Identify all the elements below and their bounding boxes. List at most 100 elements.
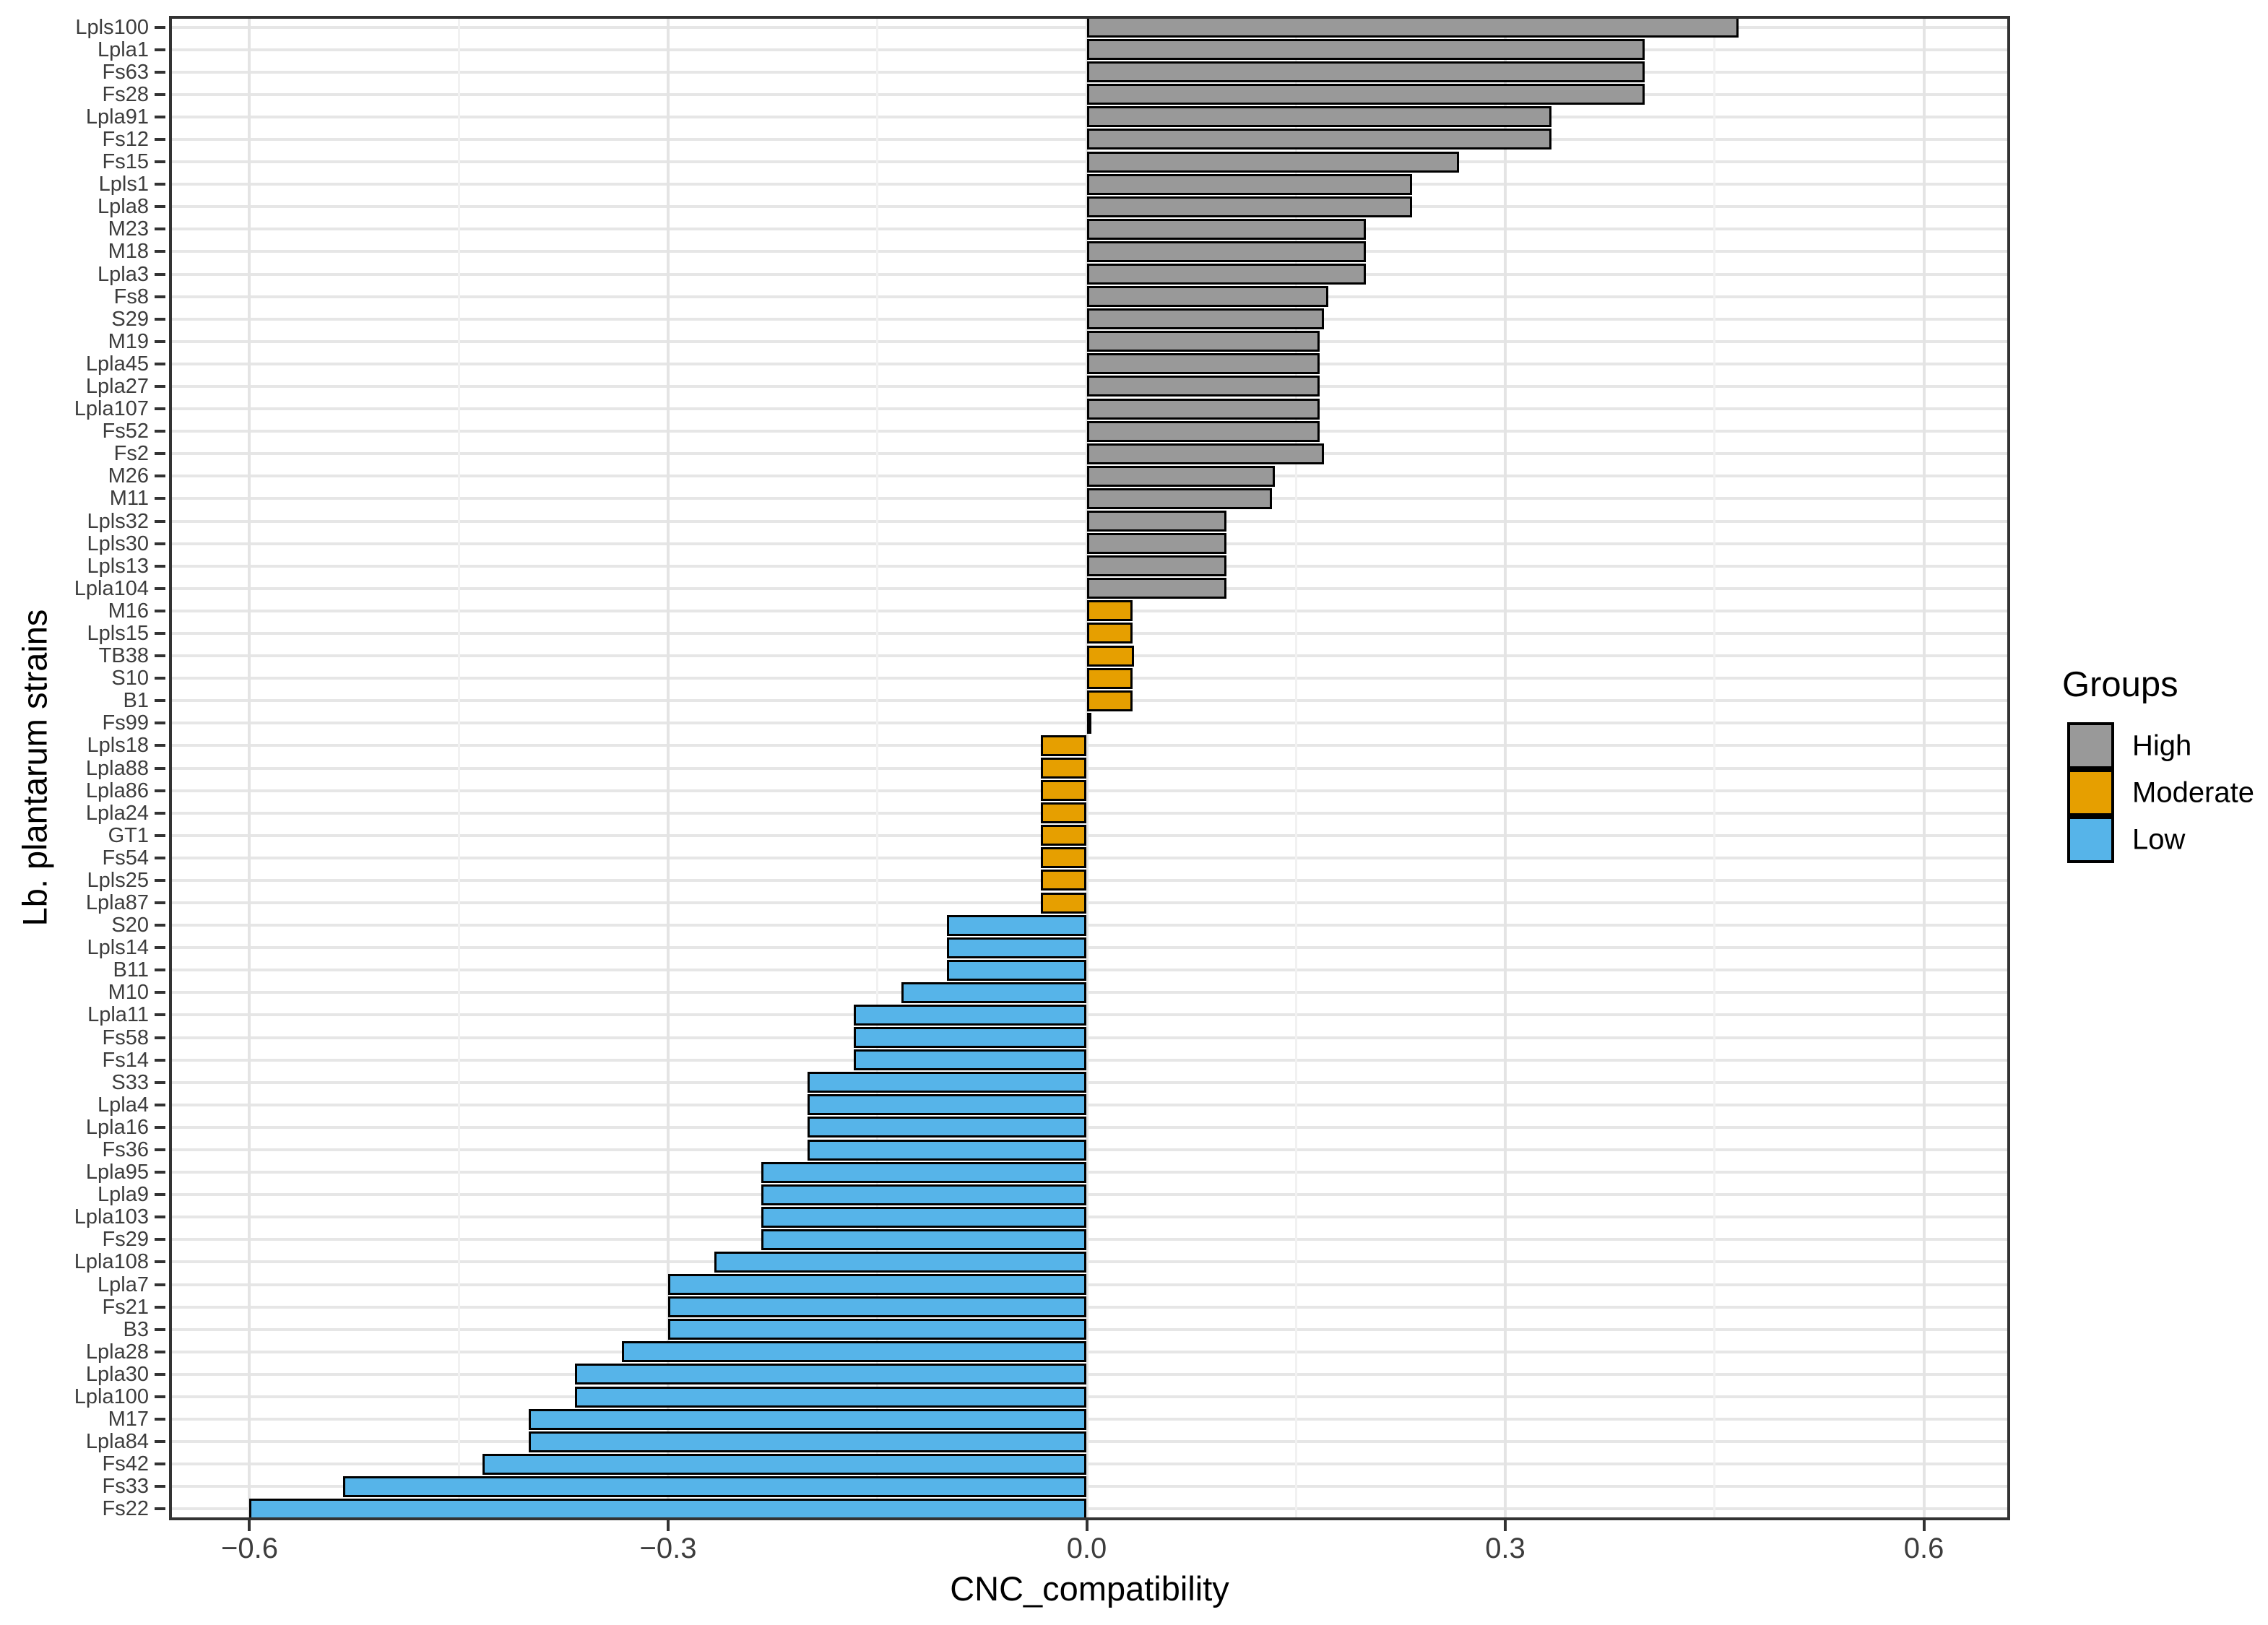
legend-label-moderate: Moderate [2132,776,2254,808]
bar-Fs22 [249,1498,1087,1520]
legend-title: Groups [2062,665,2178,704]
y-tick-label: Lpls32 [87,509,149,533]
bar-S20 [947,914,1087,936]
y-tick-label: Lpla107 [74,397,149,421]
bar-Lpls13 [1086,555,1226,577]
y-tick-mark [155,856,165,859]
y-tick-mark [155,272,165,276]
bar-Lpla1 [1086,39,1645,61]
y-tick-label: Fs22 [102,1497,149,1521]
y-tick-mark [155,1440,165,1444]
gridline-horizontal [169,878,2010,882]
y-tick-mark [155,1013,165,1017]
bar-Lpls25 [1040,870,1087,891]
bar-Lpla107 [1086,398,1320,420]
y-tick-label: Lpla4 [98,1093,149,1117]
y-tick-label: S33 [111,1070,149,1094]
x-axis-title: CNC_compatibility [950,1569,1229,1608]
gridline-horizontal [169,789,2010,792]
y-tick-mark [155,407,165,411]
y-tick-label: Lpla7 [98,1273,149,1296]
y-tick-label: B3 [123,1317,149,1341]
y-tick-mark [155,968,165,972]
y-tick-label: M10 [108,981,149,1005]
y-tick-mark [155,1238,165,1242]
y-tick-mark [155,1148,165,1152]
y-tick-label: Lpla27 [85,374,149,398]
y-tick-mark [155,609,165,612]
bar-M26 [1086,465,1276,487]
legend-swatch-low [2067,816,2114,863]
y-tick-label: Lpla1 [98,38,149,61]
y-tick-label: Lpls14 [87,936,149,960]
y-tick-label: M18 [108,240,149,264]
gridline-vertical-major [666,16,670,1520]
y-tick-mark [155,115,165,118]
y-tick-mark [155,160,165,164]
y-tick-mark [155,1327,165,1331]
y-tick-label: Lpls13 [87,554,149,578]
gridline-horizontal [169,1216,2010,1219]
y-tick-label: Lpla103 [74,1205,149,1229]
bar-Lpla86 [1040,780,1087,802]
gridline-vertical-major [1504,16,1507,1520]
y-tick-label: Fs29 [102,1228,149,1252]
y-tick-label: Fs63 [102,60,149,84]
bar-Lpla7 [667,1274,1087,1296]
bar-TB38 [1086,645,1135,667]
y-tick-mark [155,1036,165,1039]
y-tick-label: Fs28 [102,82,149,106]
y-tick-mark [155,677,165,680]
gridline-vertical-minor [457,16,460,1520]
y-tick-label: Lpls30 [87,532,149,555]
bar-Lpla104 [1086,578,1226,599]
gridline-horizontal [169,811,2010,815]
bar-S33 [808,1072,1087,1093]
gridline-horizontal [169,1372,2010,1376]
x-tick-label: −0.3 [639,1533,697,1564]
x-tick-label: 0.3 [1485,1533,1525,1564]
y-tick-label: M26 [108,464,149,488]
y-tick-label: Fs36 [102,1138,149,1162]
bar-Lpls30 [1086,533,1226,555]
x-tick-mark [1922,1520,1926,1531]
y-tick-label: Fs21 [102,1295,149,1319]
y-tick-mark [155,1171,165,1174]
bar-Fs52 [1086,420,1320,442]
y-tick-mark [155,48,165,51]
y-tick-label: Fs15 [102,150,149,174]
gridline-vertical-minor [1713,16,1716,1520]
y-tick-label: Fs58 [102,1026,149,1049]
bar-Lpla108 [714,1251,1087,1273]
bar-Fs2 [1086,443,1324,464]
gridline-horizontal [169,1350,2010,1353]
bar-Lpla8 [1086,196,1412,217]
y-tick-mark [155,654,165,658]
y-tick-label: Lpla86 [85,779,149,802]
bar-Lpla11 [853,1004,1087,1026]
bar-Lpla103 [761,1206,1087,1228]
y-tick-label: Lpla3 [98,262,149,286]
x-tick-label: 0.6 [1903,1533,1944,1564]
gridline-horizontal [169,1238,2010,1242]
y-tick-mark [155,25,165,29]
y-tick-label: M19 [108,329,149,353]
y-tick-label: Fs14 [102,1048,149,1072]
gridline-vertical-minor [1294,16,1297,1520]
bar-Fs12 [1086,129,1551,150]
bar-Lpla88 [1040,758,1087,779]
x-tick-label: −0.6 [220,1533,278,1564]
bar-Fs58 [853,1027,1087,1049]
gridline-horizontal [169,1305,2010,1309]
gridline-horizontal [169,1058,2010,1062]
y-tick-label: Lpla87 [85,891,149,915]
y-tick-mark [155,631,165,635]
y-tick-mark [155,1418,165,1421]
bar-Lpls1 [1086,173,1412,195]
bar-Lpla3 [1086,264,1366,285]
y-tick-mark [155,1260,165,1264]
bar-M16 [1086,600,1133,622]
y-tick-label: Lpls1 [98,173,149,196]
y-tick-label: M11 [109,487,149,511]
y-tick-label: Lpla88 [85,756,149,780]
